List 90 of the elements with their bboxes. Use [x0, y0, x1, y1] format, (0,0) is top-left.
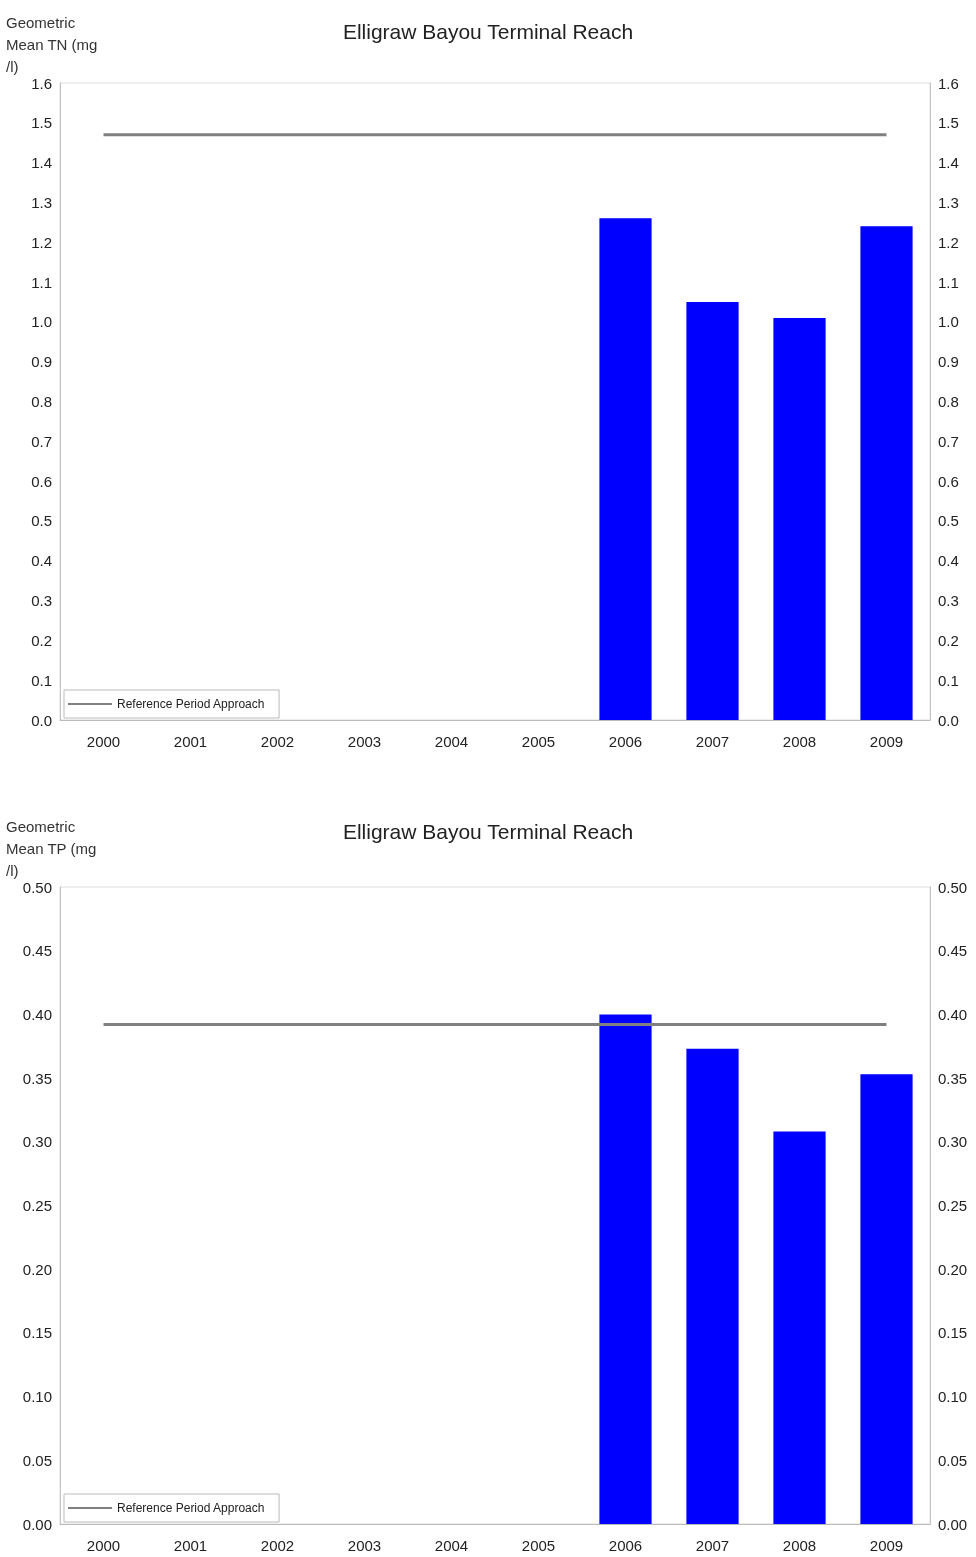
y-tick-label: 0.35: [22, 1069, 52, 1087]
y2-tick-label: 0.35: [938, 1069, 968, 1087]
legend-label: Reference Period Approach: [117, 1501, 265, 1515]
x-tick-label: 2004: [434, 1537, 469, 1554]
x-tick-label: 2008: [782, 733, 817, 750]
x-tick-label: 2009: [869, 1537, 904, 1554]
y2-tick-label: 0.4: [938, 552, 959, 570]
y-tick-label: 0.05: [22, 1451, 52, 1469]
bar: [686, 1048, 739, 1524]
bar: [860, 1074, 913, 1524]
y-tick-label: 0.5: [31, 512, 52, 530]
y-tick-label: 0.0: [31, 711, 52, 729]
bar: [686, 301, 739, 720]
y-tick-label: 0.20: [22, 1260, 52, 1278]
y-tick-label: 0.10: [22, 1388, 52, 1406]
y-tick-label: 0.4: [31, 552, 52, 570]
x-tick-label: 2003: [347, 733, 382, 750]
y2-tick-label: 1.2: [938, 233, 959, 251]
x-tick-label: 2007: [695, 1537, 730, 1554]
x-tick-label: 2000: [86, 733, 121, 750]
y-tick-label: 1.0: [31, 313, 52, 331]
y2-tick-label: 0.45: [938, 942, 968, 960]
y-axis-title: Geometric Mean TN (mg/l): [6, 13, 98, 75]
y2-tick-label: 0.2: [938, 631, 959, 649]
y-tick-label: 0.9: [31, 353, 52, 371]
bar: [773, 317, 826, 720]
bar: [599, 1014, 652, 1524]
y2-tick-label: 0.0: [938, 711, 959, 729]
y2-tick-label: 0.10: [938, 1388, 968, 1406]
y-tick-label: 0.50: [22, 878, 52, 896]
y2-tick-label: 0.50: [938, 878, 968, 896]
y2-tick-label: 0.3: [938, 592, 959, 610]
y-tick-label: 1.2: [31, 233, 52, 251]
bar: [599, 218, 652, 720]
y2-tick-label: 0.25: [938, 1197, 968, 1214]
x-tick-label: 2006: [608, 1537, 643, 1554]
y-tick-label: 0.7: [31, 432, 52, 450]
x-tick-label: 2003: [347, 1537, 382, 1554]
y-tick-label: 0.1: [31, 671, 52, 689]
y-tick-label: 0.15: [22, 1324, 52, 1342]
y2-tick-label: 1.6: [938, 74, 959, 92]
y2-tick-label: 0.6: [938, 472, 959, 490]
y-tick-label: 1.5: [31, 114, 52, 132]
x-tick-label: 2009: [869, 733, 904, 750]
x-tick-label: 2000: [86, 1537, 121, 1554]
y-tick-label: 0.25: [22, 1197, 52, 1214]
y2-tick-label: 0.1: [938, 671, 959, 689]
y-tick-label: 0.6: [31, 472, 52, 490]
y2-tick-label: 0.20: [938, 1260, 968, 1278]
x-tick-label: 2005: [521, 733, 556, 750]
y-tick-label: 0.45: [22, 942, 52, 960]
y-tick-label: 1.6: [31, 74, 52, 92]
bar: [773, 1131, 826, 1524]
y2-tick-label: 1.4: [938, 154, 959, 172]
y-tick-label: 1.1: [31, 273, 52, 291]
y-tick-label: 0.8: [31, 393, 52, 410]
y2-tick-label: 0.7: [938, 432, 959, 450]
y2-tick-label: 1.1: [938, 273, 959, 291]
y-tick-label: 0.40: [22, 1005, 52, 1023]
y2-tick-label: 0.9: [938, 353, 959, 371]
x-tick-label: 2004: [434, 733, 469, 750]
y-tick-label: 1.3: [31, 193, 52, 211]
y2-tick-label: 0.8: [938, 393, 959, 410]
y-tick-label: 1.4: [31, 154, 52, 172]
y-tick-label: 0.30: [22, 1133, 52, 1151]
chart-title: Elligraw Bayou Terminal Reach: [342, 820, 634, 843]
y2-tick-label: 0.05: [938, 1451, 968, 1469]
y-tick-label: 0.2: [31, 631, 52, 649]
bar: [860, 226, 913, 720]
y2-tick-label: 0.40: [938, 1005, 968, 1023]
legend-label: Reference Period Approach: [117, 697, 265, 711]
x-tick-label: 2001: [173, 1537, 208, 1554]
y2-tick-label: 1.5: [938, 114, 959, 132]
x-tick-label: 2008: [782, 1537, 817, 1554]
y2-tick-label: 0.15: [938, 1324, 968, 1342]
y2-tick-label: 1.0: [938, 313, 959, 331]
x-tick-label: 2002: [260, 1537, 295, 1554]
y2-tick-label: 0.30: [938, 1133, 968, 1151]
y2-tick-label: 0.5: [938, 512, 959, 530]
y-axis-title: Geometric Mean TP (mg/l): [6, 817, 97, 879]
y-tick-label: 0.00: [22, 1515, 52, 1533]
x-tick-label: 2002: [260, 733, 295, 750]
x-tick-label: 2007: [695, 733, 730, 750]
y-tick-label: 0.3: [31, 592, 52, 610]
x-tick-label: 2006: [608, 733, 643, 750]
y2-tick-label: 1.3: [938, 193, 959, 211]
y2-tick-label: 0.00: [938, 1515, 968, 1533]
chart-title: Elligraw Bayou Terminal Reach: [342, 20, 634, 43]
x-tick-label: 2005: [521, 1537, 556, 1554]
x-tick-label: 2001: [173, 733, 208, 750]
